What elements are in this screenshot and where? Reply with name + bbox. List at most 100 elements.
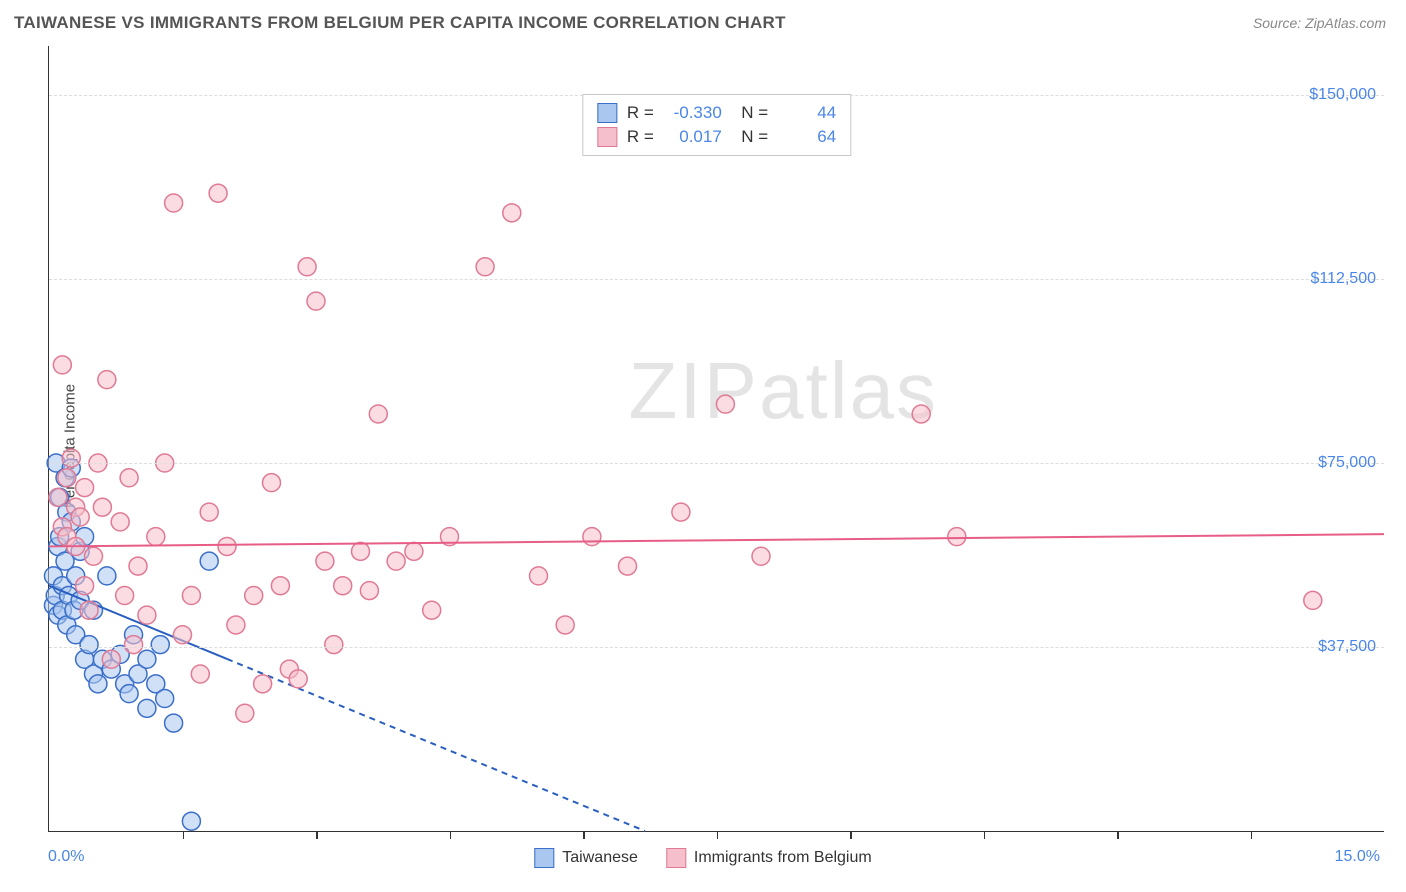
data-point	[530, 567, 548, 585]
stats-row-1: R = 0.017 N = 64	[597, 125, 836, 149]
data-point	[405, 542, 423, 560]
data-point	[209, 184, 227, 202]
gridline	[49, 279, 1384, 280]
data-point	[182, 587, 200, 605]
data-point	[138, 650, 156, 668]
chart-source: Source: ZipAtlas.com	[1253, 15, 1386, 31]
data-point	[120, 469, 138, 487]
chart-svg	[49, 46, 1384, 831]
data-point	[80, 636, 98, 654]
data-point	[165, 714, 183, 732]
swatch-series-1	[597, 127, 617, 147]
data-point	[98, 371, 116, 389]
chart-header: TAIWANESE VS IMMIGRANTS FROM BELGIUM PER…	[0, 0, 1406, 46]
y-tick-label: $37,500	[1318, 638, 1376, 656]
y-tick-label: $112,500	[1310, 270, 1376, 288]
data-point	[138, 699, 156, 717]
data-point	[120, 685, 138, 703]
data-point	[71, 508, 89, 526]
data-point	[289, 670, 307, 688]
data-point	[85, 547, 103, 565]
data-point	[147, 528, 165, 546]
x-axis-max-label: 15.0%	[1335, 848, 1380, 866]
data-point	[912, 405, 930, 423]
trend-line-dashed	[227, 659, 645, 831]
data-point	[49, 488, 67, 506]
stat-r-value-0: -0.330	[664, 103, 722, 123]
legend-item-1: Immigrants from Belgium	[666, 848, 872, 868]
trend-line	[49, 534, 1384, 546]
stat-n-label: N =	[732, 103, 768, 123]
gridline	[49, 647, 1384, 648]
data-point	[102, 650, 120, 668]
data-point	[58, 469, 76, 487]
data-point	[76, 577, 94, 595]
stat-r-label: R =	[627, 127, 654, 147]
series-legend: Taiwanese Immigrants from Belgium	[534, 848, 871, 868]
stat-r-value-1: 0.017	[664, 127, 722, 147]
chart-title: TAIWANESE VS IMMIGRANTS FROM BELGIUM PER…	[14, 13, 786, 33]
data-point	[716, 395, 734, 413]
y-tick-label: $75,000	[1318, 454, 1376, 472]
data-point	[360, 582, 378, 600]
data-point	[352, 542, 370, 560]
data-point	[218, 537, 236, 555]
data-point	[76, 479, 94, 497]
data-point	[116, 587, 134, 605]
data-point	[556, 616, 574, 634]
gridline	[49, 463, 1384, 464]
data-point	[111, 513, 129, 531]
data-point	[672, 503, 690, 521]
stats-legend: R = -0.330 N = 44 R = 0.017 N = 64	[582, 94, 851, 156]
data-point	[316, 552, 334, 570]
stat-n-value-1: 64	[778, 127, 836, 147]
data-point	[334, 577, 352, 595]
legend-label-0: Taiwanese	[562, 849, 638, 867]
legend-swatch-1	[666, 848, 686, 868]
data-point	[200, 503, 218, 521]
data-point	[156, 690, 174, 708]
data-point	[165, 194, 183, 212]
data-point	[387, 552, 405, 570]
data-point	[948, 528, 966, 546]
stat-r-label: R =	[627, 103, 654, 123]
x-tick	[183, 831, 185, 839]
legend-item-0: Taiwanese	[534, 848, 638, 868]
x-tick	[583, 831, 585, 839]
swatch-series-0	[597, 103, 617, 123]
x-tick	[850, 831, 852, 839]
stat-n-label: N =	[732, 127, 768, 147]
data-point	[125, 636, 143, 654]
data-point	[752, 547, 770, 565]
data-point	[182, 812, 200, 830]
plot-area: ZIPatlas R = -0.330 N = 44 R = 0.017 N =…	[48, 46, 1384, 832]
legend-swatch-0	[534, 848, 554, 868]
x-tick	[1251, 831, 1253, 839]
data-point	[325, 636, 343, 654]
data-point	[245, 587, 263, 605]
data-point	[227, 616, 245, 634]
data-point	[151, 636, 169, 654]
data-point	[129, 557, 147, 575]
data-point	[307, 292, 325, 310]
data-point	[298, 258, 316, 276]
data-point	[619, 557, 637, 575]
data-point	[200, 552, 218, 570]
data-point	[191, 665, 209, 683]
data-point	[138, 606, 156, 624]
x-tick	[316, 831, 318, 839]
y-tick-label: $150,000	[1309, 86, 1376, 104]
stat-n-value-0: 44	[778, 103, 836, 123]
data-point	[369, 405, 387, 423]
data-point	[476, 258, 494, 276]
data-point	[423, 601, 441, 619]
data-point	[80, 601, 98, 619]
data-point	[62, 449, 80, 467]
data-point	[1304, 591, 1322, 609]
x-tick	[717, 831, 719, 839]
data-point	[236, 704, 254, 722]
x-axis-min-label: 0.0%	[48, 848, 84, 866]
data-point	[503, 204, 521, 222]
x-tick	[450, 831, 452, 839]
data-point	[89, 675, 107, 693]
